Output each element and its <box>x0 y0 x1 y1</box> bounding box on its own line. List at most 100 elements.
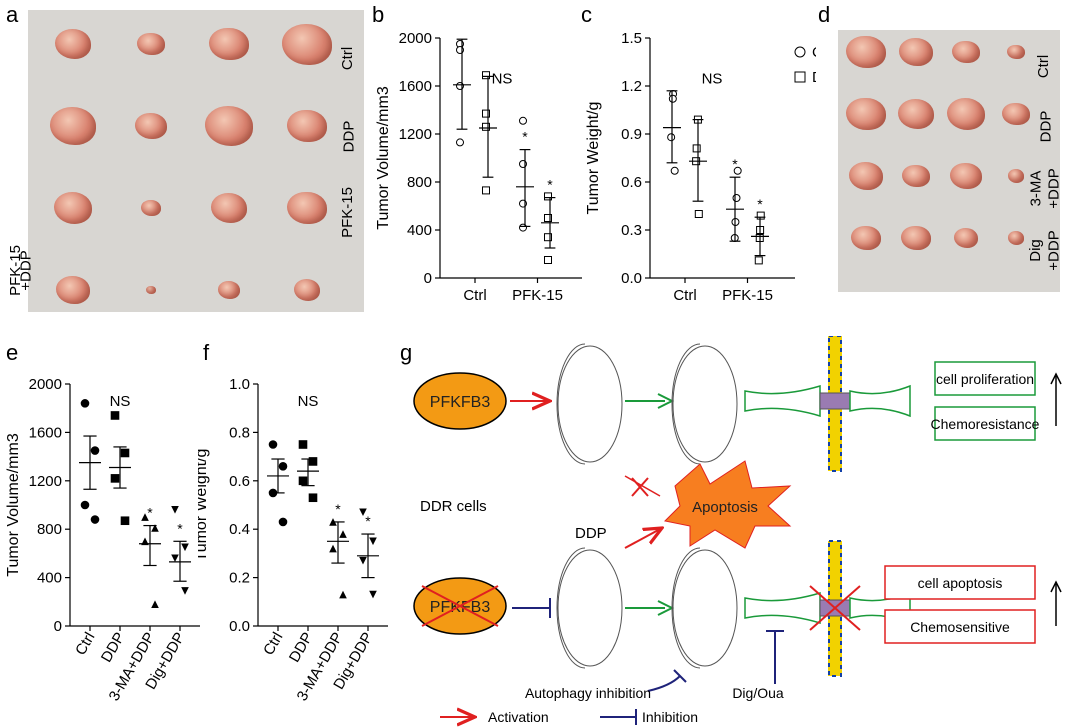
y-tick-label: 1200 <box>29 473 62 490</box>
outcome-chemosensitive: Chemosensitive <box>910 619 1010 635</box>
x-tick-label: PFK-15 <box>722 287 773 304</box>
diagram-g-mechanism: PFKFB3 cell proliferation Chemoresistanc… <box>413 336 1062 728</box>
photo-a-row-label-ctrl: Ctrl <box>339 46 357 71</box>
x-tick-label: DDP <box>286 630 317 666</box>
data-point <box>151 524 159 532</box>
data-point <box>171 554 179 563</box>
annotation-ns: NS <box>492 71 513 88</box>
data-point <box>732 194 741 202</box>
chart-e-tumor-volume: 0 400 800 1200 1600 2000 Tumor Volume/mm3 Ctrl D… <box>5 376 200 704</box>
annotation-ns: NS <box>110 393 131 410</box>
data-point <box>308 457 318 466</box>
tumor-sample <box>294 279 320 301</box>
cell-bottom-2 <box>671 547 738 669</box>
y-tick-label: 0.4 <box>229 521 250 538</box>
panel-letter-b: b <box>372 2 385 27</box>
tumor-sample <box>54 192 92 224</box>
tumor-sample <box>211 193 247 223</box>
tumor-sample <box>901 225 931 251</box>
data-point <box>359 556 367 565</box>
data-point <box>298 476 308 486</box>
annotation-star: * <box>177 520 183 536</box>
tumor-sample <box>947 98 985 130</box>
tumor-sample <box>902 164 930 188</box>
tumor-sample <box>50 107 96 145</box>
y-tick-label: 1.2 <box>621 78 642 95</box>
panel-letter-f: f <box>203 340 210 365</box>
photo-a-row-label-pfk15: PFK-15 <box>338 187 356 238</box>
tumor-sample <box>950 162 982 190</box>
x-tick-label: DDP <box>98 630 129 666</box>
tumor-sample <box>846 35 886 69</box>
data-point <box>733 166 742 175</box>
panel-letter-a: a <box>6 2 19 27</box>
tumor-sample <box>218 280 240 299</box>
photo-d-row-label-dig-line2: +DDP <box>1045 230 1060 271</box>
tumor-sample <box>282 23 332 65</box>
data-point <box>694 210 703 218</box>
data-point <box>90 515 100 524</box>
data-point <box>369 537 377 546</box>
data-point <box>151 600 159 609</box>
pfkfb3-node-top <box>413 372 507 430</box>
data-point <box>80 500 90 510</box>
photo-d-row-label-3ma-line1: 3-MA <box>1027 170 1045 207</box>
outcome-box-cell-apoptosis <box>884 565 1036 600</box>
data-point <box>181 587 189 595</box>
chart-c-tumor-weight: 0.0 0.3 0.6 0.9 1.2 1.5 Tumor Weight/g Ctrl PFK-… <box>585 30 816 304</box>
annotation-ns: NS <box>298 393 319 410</box>
x-tick-label: PFK-15 <box>512 287 563 304</box>
data-point <box>171 506 179 514</box>
data-point <box>754 256 763 265</box>
data-point <box>668 94 677 103</box>
y-tick-label: 1.0 <box>229 376 250 393</box>
data-point <box>278 517 288 527</box>
data-point <box>339 590 347 599</box>
data-point <box>794 71 806 83</box>
y-tick-label: 0 <box>424 270 432 287</box>
y-tick-label: 1.5 <box>621 30 642 47</box>
outcome-cell-proliferation: cell proliferation <box>936 371 1034 387</box>
dig-oua-label: Dig/Oua <box>732 685 784 701</box>
tumor-sample <box>846 97 886 131</box>
data-point <box>80 399 90 408</box>
tumor-sample <box>137 32 165 56</box>
data-point <box>456 138 464 147</box>
y-axis-label: Tumor Weight/g <box>198 449 210 562</box>
annotation-star: * <box>732 156 738 172</box>
y-tick-label: 400 <box>37 570 62 587</box>
outcome-box-cell-proliferation <box>934 361 1036 396</box>
tumor-sample <box>851 225 881 251</box>
annotation-star: * <box>757 196 763 212</box>
data-point <box>692 144 701 153</box>
data-point <box>298 440 308 449</box>
tumor-sample <box>135 112 167 140</box>
x-tick-label: Ctrl <box>463 287 486 304</box>
photo-a-row-label-ddp: DDP <box>340 120 358 153</box>
data-point <box>544 214 552 222</box>
y-tick-label: 400 <box>407 222 432 239</box>
tumor-sample <box>1008 169 1024 183</box>
y-tick-label: 0 <box>54 618 62 635</box>
autophagy-inhibition-label: Autophagy inhibition <box>525 685 651 701</box>
y-tick-label: 0.8 <box>229 424 250 441</box>
annotation-star: * <box>547 177 553 193</box>
ddp-label: DDP <box>575 525 607 542</box>
data-point <box>120 448 130 458</box>
y-tick-label: 1600 <box>29 424 62 441</box>
y-tick-label: 0.2 <box>229 570 250 587</box>
apoptosis-burst <box>663 460 792 549</box>
pfkfb3-label-bottom: PFKFB3 <box>430 599 491 616</box>
y-tick-label: 800 <box>37 521 62 538</box>
tumor-sample <box>1002 102 1030 126</box>
data-point <box>339 530 347 538</box>
data-point <box>359 508 367 517</box>
tumor-sample <box>849 162 883 190</box>
data-point <box>794 46 806 58</box>
tumor-sample <box>146 285 156 295</box>
y-tick-label: 0.3 <box>621 222 642 239</box>
pfkfb3-label-top: PFKFB3 <box>430 394 491 411</box>
panel-letter-g: g <box>400 340 413 365</box>
y-tick-label: 800 <box>407 174 432 191</box>
